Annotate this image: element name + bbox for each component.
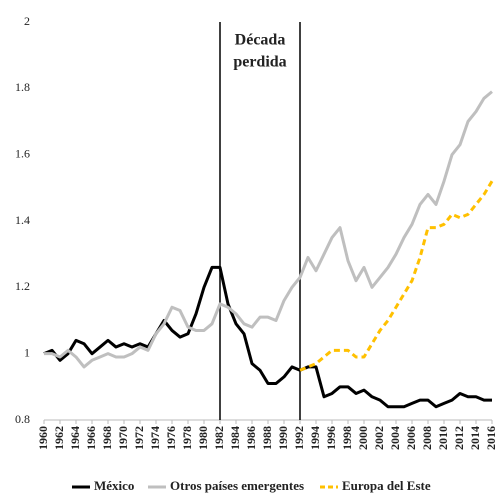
x-tick-label: 2002: [372, 426, 386, 450]
x-tick-label: 1986: [244, 426, 258, 450]
annotation: perdida: [233, 54, 286, 71]
x-tick-label: 1966: [84, 426, 98, 450]
x-tick-label: 2006: [404, 426, 418, 450]
x-tick-label: 1998: [340, 426, 354, 450]
y-tick-label: 0.8: [15, 412, 30, 426]
x-tick-label: 1988: [260, 426, 274, 450]
y-tick-label: 2: [24, 14, 30, 28]
x-tick-label: 1974: [148, 426, 162, 450]
x-tick-label: 1968: [100, 426, 114, 450]
y-tick-label: 1.4: [15, 213, 30, 227]
x-tick-label: 2016: [484, 426, 498, 450]
x-tick-label: 2000: [356, 426, 370, 450]
series-line: [299, 180, 494, 372]
x-tick-label: 1990: [276, 426, 290, 450]
x-tick-label: 1976: [164, 426, 178, 450]
y-tick-label: 1: [24, 345, 30, 359]
x-tick-label: 1982: [212, 426, 226, 450]
legend-label: Europa del Este: [342, 478, 431, 493]
y-tick-label: 1.6: [15, 146, 30, 160]
annotation: Década: [235, 32, 286, 49]
series-line: [44, 90, 493, 369]
x-tick-label: 1960: [36, 426, 50, 450]
legend-label: México: [94, 478, 134, 493]
x-tick-label: 2008: [420, 426, 434, 450]
x-tick-label: 1962: [52, 426, 66, 450]
x-tick-label: 2004: [388, 426, 402, 450]
x-tick-label: 1992: [292, 426, 306, 450]
x-tick-label: 2010: [436, 426, 450, 450]
x-tick-label: 1964: [68, 426, 82, 450]
x-tick-label: 1972: [132, 426, 146, 450]
x-tick-label: 1970: [116, 426, 130, 450]
x-tick-label: 2012: [452, 426, 466, 450]
series-line: [43, 265, 492, 409]
x-tick-label: 1980: [196, 426, 210, 450]
legend-label: Otros países emergentes: [170, 478, 304, 493]
x-tick-label: 2014: [468, 426, 482, 450]
x-tick-label: 1996: [324, 426, 338, 450]
y-tick-label: 1.8: [15, 80, 30, 94]
x-tick-label: 1978: [180, 426, 194, 450]
x-tick-label: 1984: [228, 426, 242, 450]
x-tick-label: 1994: [308, 426, 322, 450]
y-tick-label: 1.2: [15, 279, 30, 293]
